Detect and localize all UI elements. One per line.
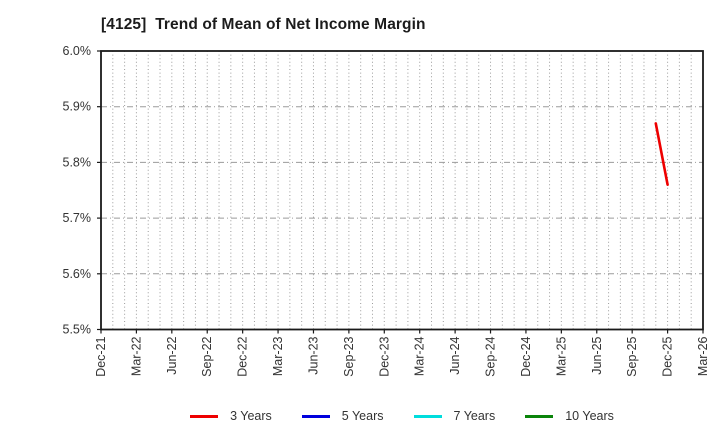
y-tick-label: 5.6% <box>63 267 92 281</box>
x-tick-label: Mar-24 <box>413 336 427 376</box>
legend-item-10-years: 10 Years <box>525 409 614 423</box>
x-tick-label: Mar-26 <box>696 336 710 376</box>
x-tick-label: Dec-24 <box>519 336 533 376</box>
legend-item-5-years: 5 Years <box>301 409 384 423</box>
legend-label-10-years: 10 Years <box>565 409 614 423</box>
chart-title: [4125] Trend of Mean of Net Income Margi… <box>101 16 426 33</box>
legend-line-swatch-7-years <box>413 414 442 418</box>
x-tick-label: Dec-23 <box>377 336 391 376</box>
y-tick-label: 5.8% <box>63 155 92 169</box>
x-tick-label: Jun-25 <box>590 336 604 374</box>
x-tick-label: Mar-25 <box>554 336 568 376</box>
legend: 3 Years 5 Years 7 Years 10 Years <box>101 405 703 427</box>
x-tick-label: Mar-22 <box>129 336 143 376</box>
x-tick-label: Jun-23 <box>306 336 320 374</box>
y-tick-label: 6.0% <box>63 44 92 58</box>
x-tick-label: Jun-22 <box>165 336 179 374</box>
legend-line-swatch-10-years <box>525 414 554 418</box>
legend-label-5-years: 5 Years <box>341 409 384 423</box>
x-tick-label: Jun-24 <box>448 336 462 374</box>
y-tick-label: 5.5% <box>63 323 92 337</box>
x-tick-label: Sep-22 <box>200 336 214 376</box>
y-tick-label: 5.7% <box>63 211 92 225</box>
x-tick-label: Dec-22 <box>236 336 250 376</box>
legend-item-3-years: 3 Years <box>190 409 272 423</box>
x-tick-label: Sep-23 <box>342 336 356 376</box>
x-tick-label: Sep-24 <box>484 336 498 376</box>
x-tick-label: Dec-21 <box>94 336 108 376</box>
plot-frame <box>100 50 704 331</box>
series-line-3-years <box>654 122 669 186</box>
x-tick-label: Sep-25 <box>625 336 639 376</box>
legend-label-3-years: 3 Years <box>230 409 272 423</box>
legend-line-swatch-3-years <box>190 414 219 418</box>
legend-item-7-years: 7 Years <box>413 409 496 423</box>
x-tick-label: Mar-23 <box>271 336 285 376</box>
x-tick-label: Dec-25 <box>661 336 675 376</box>
legend-line-swatch-5-years <box>301 414 330 418</box>
legend-label-7-years: 7 Years <box>453 409 496 423</box>
y-tick-label: 5.9% <box>63 100 92 114</box>
